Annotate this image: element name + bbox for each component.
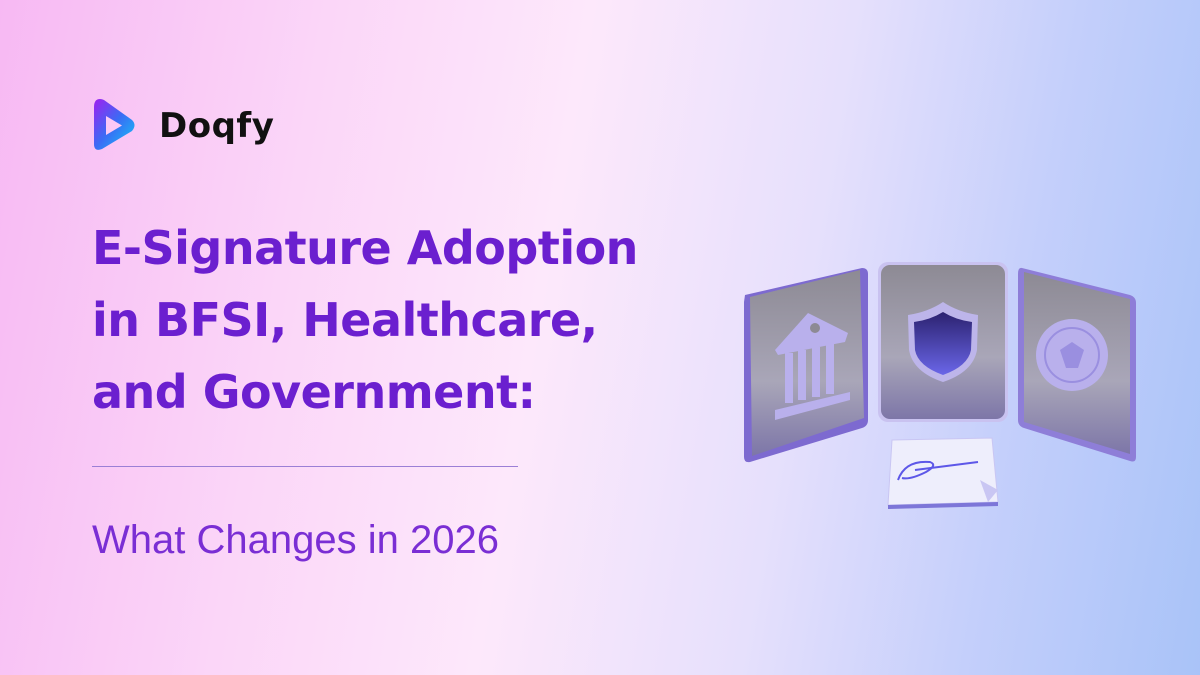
divider xyxy=(92,466,518,467)
title-line: in BFSI, Healthcare, xyxy=(92,293,598,347)
signature-icon xyxy=(897,460,979,481)
title-line: E-Signature Adoption xyxy=(92,221,638,275)
seal-icon xyxy=(1036,319,1108,391)
title-line: and Government: xyxy=(92,365,536,419)
shield-panel xyxy=(878,262,1008,422)
brand-logo: Doqfy xyxy=(92,97,274,154)
subtitle: What Changes in 2026 xyxy=(92,518,499,562)
seal-panel xyxy=(1018,267,1136,462)
bank-panel xyxy=(744,268,868,463)
page-title: E-Signature Adoption in BFSI, Healthcare… xyxy=(92,212,638,428)
signature-document xyxy=(887,437,999,509)
play-logo-icon xyxy=(94,99,135,150)
brand-name: Doqfy xyxy=(159,105,275,146)
bank-icon xyxy=(775,313,850,420)
illustration xyxy=(744,262,1136,509)
